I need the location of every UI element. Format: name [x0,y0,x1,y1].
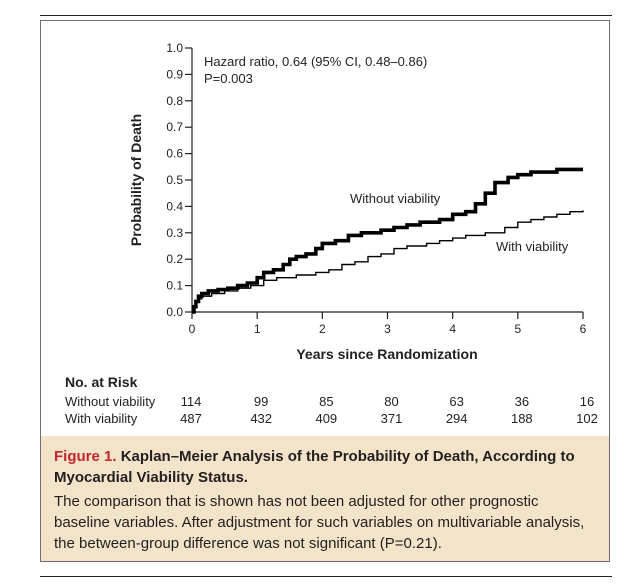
risk-value: 99 [254,394,268,409]
bottom-rule [40,576,612,577]
y-tick-label: 0.5 [166,173,183,187]
x-tick-label: 3 [384,322,391,336]
risk-value: 294 [446,411,468,426]
km-curve-with-viability [192,210,584,313]
risk-value: 16 [580,394,594,409]
figure-frame [40,20,610,562]
x-tick-label: 2 [319,322,326,336]
y-tick-label: 0.2 [166,252,183,266]
risk-value: 63 [449,394,463,409]
y-tick-label: 0.7 [166,120,183,134]
y-tick-label: 0.4 [166,199,183,213]
top-rule [40,15,612,16]
risk-table-title: No. at Risk [65,374,138,390]
risk-row-label: Without viability [65,394,156,409]
risk-value: 409 [315,411,337,426]
x-tick-label: 6 [580,322,587,336]
x-tick-label: 4 [449,322,456,336]
caption-title-block: Figure 1. Kaplan–Meier Analysis of the P… [54,446,595,488]
x-tick-label: 0 [189,322,196,336]
p-value-annotation: P=0.003 [204,71,253,86]
risk-value: 371 [381,411,403,426]
risk-value: 80 [384,394,398,409]
axes: 0.0 0.1 0.2 0.3 0.4 0.5 0.6 0.7 0.8 0.9 1.0 0 1 2 3 4 5 6 [166,41,586,336]
x-tick-label: 1 [254,322,261,336]
risk-value: 487 [180,411,202,426]
y-tick-label: 0.1 [166,279,183,293]
y-tick-label: 0.0 [166,305,183,319]
risk-value: 36 [515,394,529,409]
risk-value: 102 [576,411,598,426]
figure-label: Figure 1. [54,448,117,465]
y-tick-label: 0.9 [166,67,183,81]
x-tick-label: 5 [514,322,521,336]
y-tick-label: 0.6 [166,147,183,161]
risk-value: 114 [181,394,202,409]
y-axis-label: Probability of Death [128,114,144,246]
caption-body: The comparison that is shown has not bee… [54,493,585,552]
caption-title: Kaplan–Meier Analysis of the Probability… [54,448,575,486]
km-curve-without-viability [192,167,583,314]
x-axis-label: Years since Randomization [296,346,477,362]
risk-value: 432 [250,411,272,426]
y-tick-label: 0.8 [166,94,183,108]
y-tick-label: 1.0 [166,41,183,55]
risk-table: Without viability 114 99 85 80 63 36 16 With via… [65,394,598,426]
series-label-with-viability: With viability [496,239,569,254]
figure-caption: Figure 1. Kaplan–Meier Analysis of the P… [41,436,609,561]
survival-curves [192,167,584,314]
y-tick-label: 0.3 [166,226,183,240]
risk-value: 85 [319,394,333,409]
risk-value: 188 [511,411,533,426]
hazard-ratio-annotation: Hazard ratio, 0.64 (95% CI, 0.48–0.86) [204,54,427,69]
risk-row-label: With viability [65,411,138,426]
series-label-without-viability: Without viability [350,191,441,206]
